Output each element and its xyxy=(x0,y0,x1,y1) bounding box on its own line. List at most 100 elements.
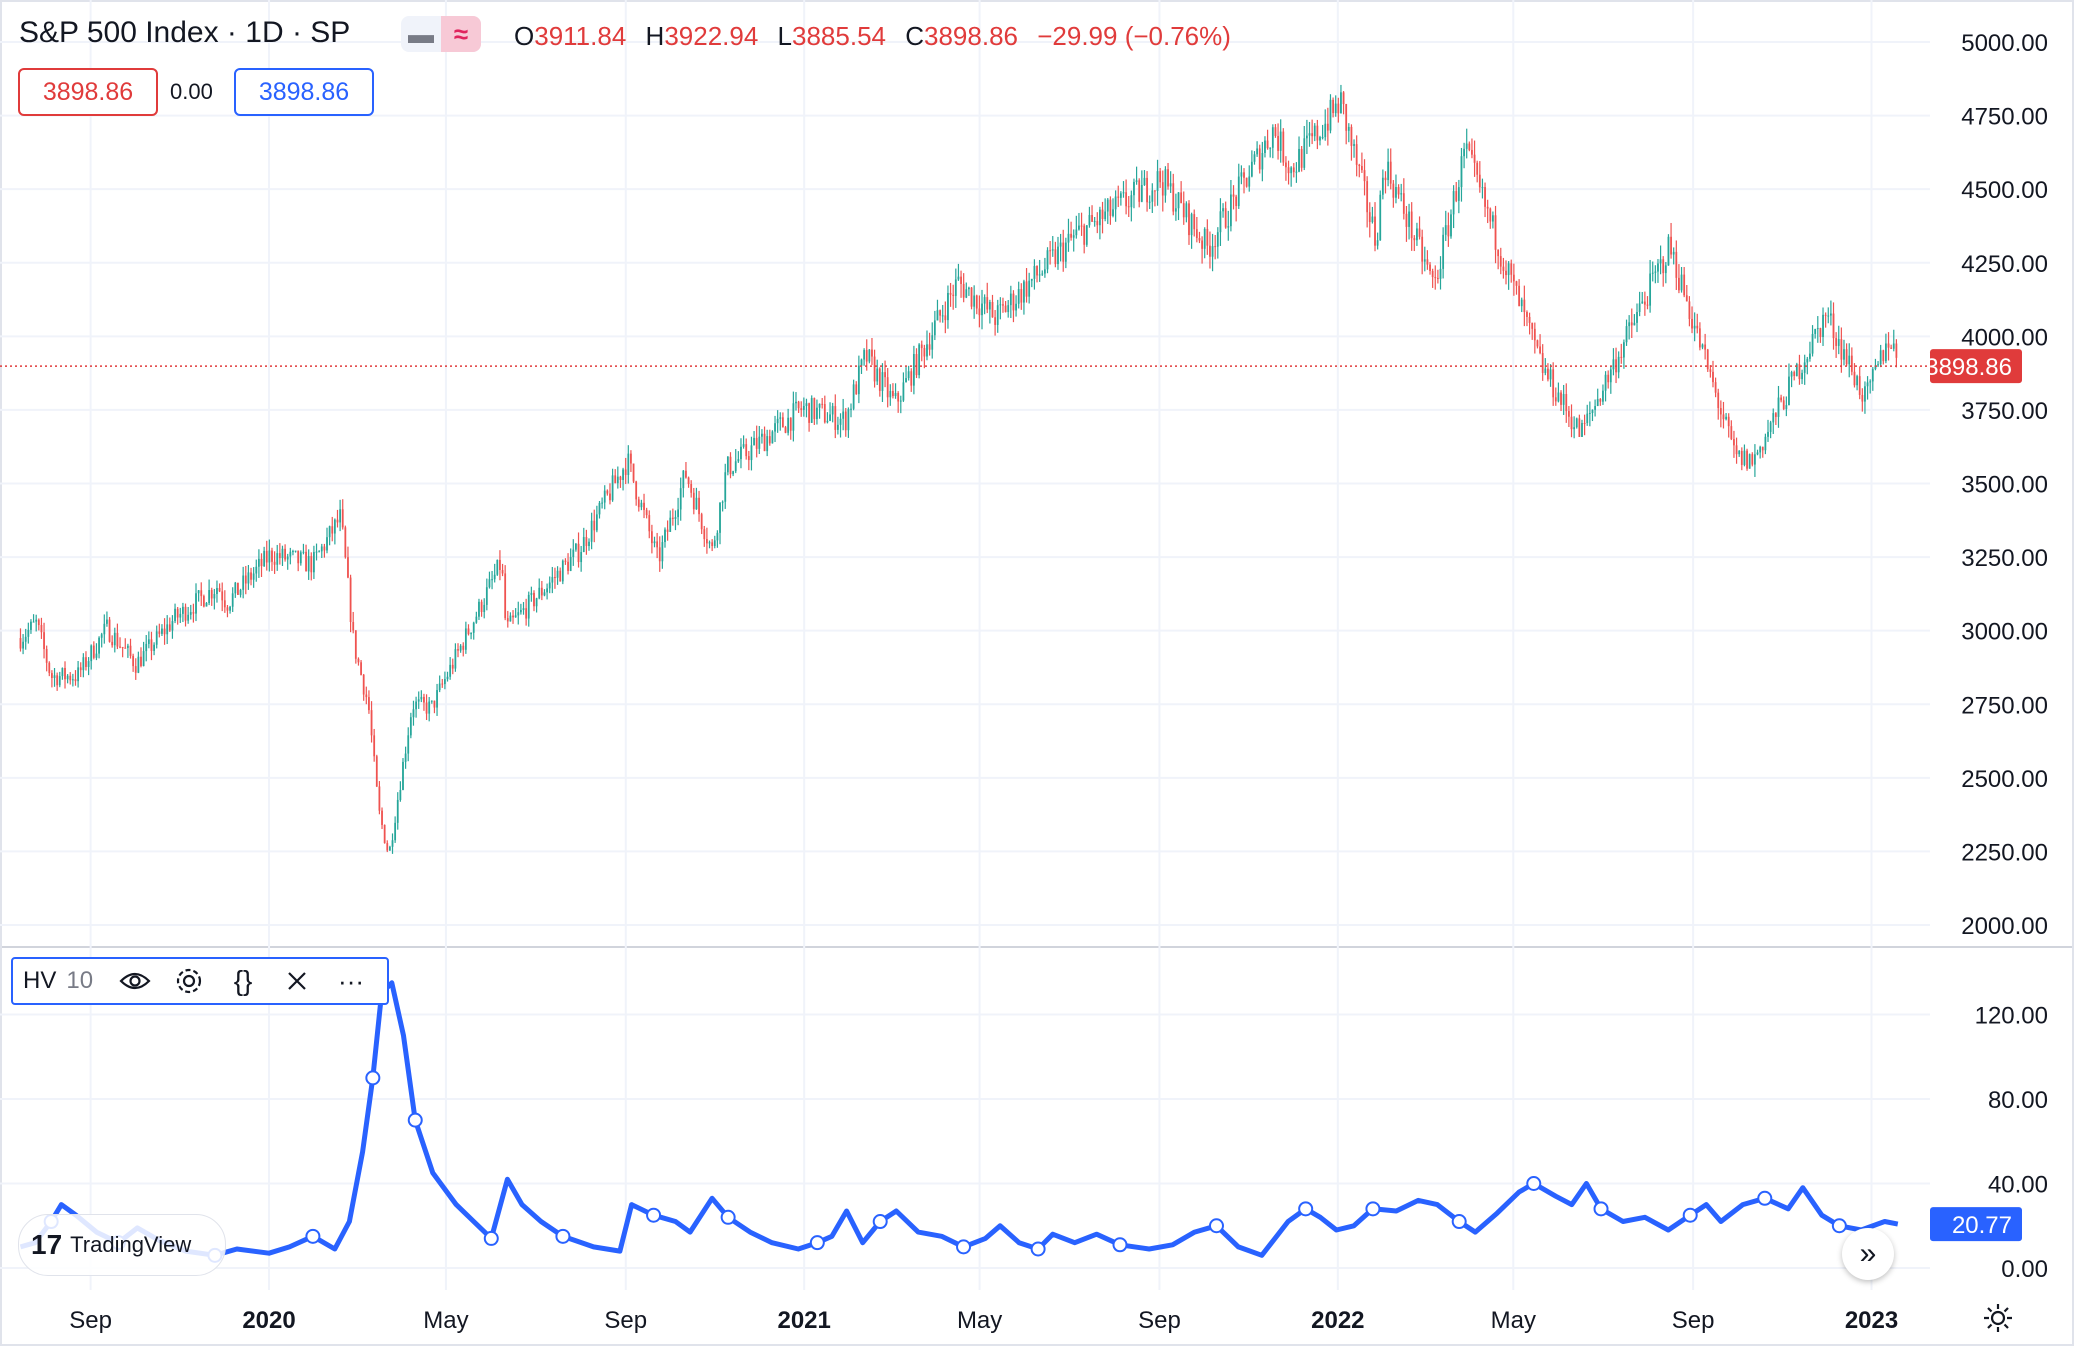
candle-body xyxy=(43,632,45,650)
candle-body xyxy=(1882,350,1885,362)
symbol-title[interactable]: S&P 500 Index · 1D · SP xyxy=(19,16,351,49)
candle-body xyxy=(818,403,821,408)
candle-body xyxy=(1539,346,1541,354)
scroll-to-realtime-button[interactable]: » xyxy=(1842,1228,1894,1280)
candle-body xyxy=(632,463,635,482)
candle-body xyxy=(789,417,792,431)
last-price-tag-label: 3898.86 xyxy=(1925,354,2012,381)
candle-body xyxy=(438,683,441,691)
candle-body xyxy=(478,601,480,617)
candle-body xyxy=(425,702,428,714)
price-tick-label: 4250.00 xyxy=(1961,251,2048,278)
candle-body xyxy=(229,606,231,611)
candle-body xyxy=(1258,148,1261,170)
last-price-tag xyxy=(1930,349,2022,384)
hv-tick-label: 0.00 xyxy=(2001,1256,2048,1283)
collapse-icon[interactable]: ▬ xyxy=(408,18,434,49)
candle-body xyxy=(423,696,425,703)
candle-body xyxy=(637,499,640,508)
candle-body xyxy=(145,643,148,652)
candle-body xyxy=(1478,174,1481,188)
candle-body xyxy=(1612,359,1615,370)
candle-body xyxy=(1701,344,1704,348)
candle-body xyxy=(1358,164,1361,167)
candle-body xyxy=(370,710,373,736)
candle-body xyxy=(1722,414,1725,420)
candle-body xyxy=(168,624,171,631)
candle-body xyxy=(1636,311,1638,323)
hv-last-value-label: 20.77 xyxy=(1952,1212,2012,1239)
candle-body xyxy=(1754,454,1756,465)
source-code-icon[interactable]: {} xyxy=(233,965,253,996)
time-tick-label: May xyxy=(1491,1307,1536,1334)
candle-body xyxy=(546,588,548,593)
candle-body xyxy=(863,350,866,360)
candle-body xyxy=(939,310,941,316)
candle-body xyxy=(1049,250,1052,252)
candle-body xyxy=(360,662,362,675)
candle-body xyxy=(74,679,77,682)
candle-body xyxy=(1709,369,1712,372)
settings-gear-icon[interactable] xyxy=(169,961,209,1001)
candle-body xyxy=(71,679,74,681)
candle-body xyxy=(1725,416,1727,420)
candle-body xyxy=(1455,191,1458,201)
candle-body xyxy=(66,675,69,680)
candle-body xyxy=(1402,193,1405,214)
candle-body xyxy=(226,607,229,611)
candle-body xyxy=(774,423,776,432)
more-icon[interactable]: ··· xyxy=(338,965,365,996)
candle-body xyxy=(1599,399,1602,402)
indicator-toggle-pill[interactable]: ▬ ≈ xyxy=(401,16,481,52)
indicator-name: HV xyxy=(23,967,57,994)
candle-body xyxy=(1112,209,1114,216)
candle-body xyxy=(941,315,944,317)
price-tick-label: 3500.00 xyxy=(1961,472,2048,499)
candle-body xyxy=(844,411,847,431)
candle-body xyxy=(1450,214,1452,237)
candle-body xyxy=(1387,161,1390,181)
candle-body xyxy=(1643,301,1646,305)
candle-body xyxy=(1130,195,1133,208)
chart-settings-gear-icon[interactable] xyxy=(1982,1302,2014,1334)
sell-price-box[interactable]: 3898.86 xyxy=(18,68,158,116)
indicator-legend[interactable]: HV 10 {} ··· xyxy=(11,957,389,1005)
candle-body xyxy=(19,638,22,649)
hv-point-marker xyxy=(483,1230,499,1246)
candle-body xyxy=(1009,293,1012,306)
candle-body xyxy=(1340,92,1342,114)
candle-body xyxy=(1861,394,1864,402)
candle-body xyxy=(1609,369,1612,383)
candle-body xyxy=(1127,206,1130,208)
candle-body xyxy=(1156,171,1159,191)
candle-body xyxy=(679,488,682,510)
candle-body xyxy=(905,378,907,383)
candle-body xyxy=(962,283,965,298)
candle-body xyxy=(27,629,30,637)
candle-body xyxy=(1413,238,1416,241)
close-icon[interactable] xyxy=(277,961,317,1001)
candle-body xyxy=(1512,274,1515,282)
candle-body xyxy=(653,541,656,544)
time-tick-label: Sep xyxy=(604,1307,647,1334)
candle-body xyxy=(1822,314,1824,338)
compare-wave-icon[interactable]: ≈ xyxy=(441,16,481,52)
candle-body xyxy=(35,619,38,622)
candle-body xyxy=(847,409,850,431)
candle-body xyxy=(800,408,803,411)
candle-body xyxy=(954,279,957,296)
candle-body xyxy=(871,349,873,357)
buy-price-box[interactable]: 3898.86 xyxy=(234,68,374,116)
tradingview-watermark[interactable]: 17 TradingView xyxy=(18,1214,226,1276)
hv-point-marker xyxy=(1593,1201,1609,1217)
candle-body xyxy=(1790,372,1793,377)
candle-body xyxy=(873,356,876,382)
candle-body xyxy=(616,476,619,484)
candle-body xyxy=(1573,427,1576,430)
eye-icon[interactable] xyxy=(115,961,155,1001)
candle-body xyxy=(1567,411,1570,417)
candle-body xyxy=(1182,203,1185,218)
candle-body xyxy=(1224,208,1227,228)
candle-body xyxy=(1119,193,1122,198)
